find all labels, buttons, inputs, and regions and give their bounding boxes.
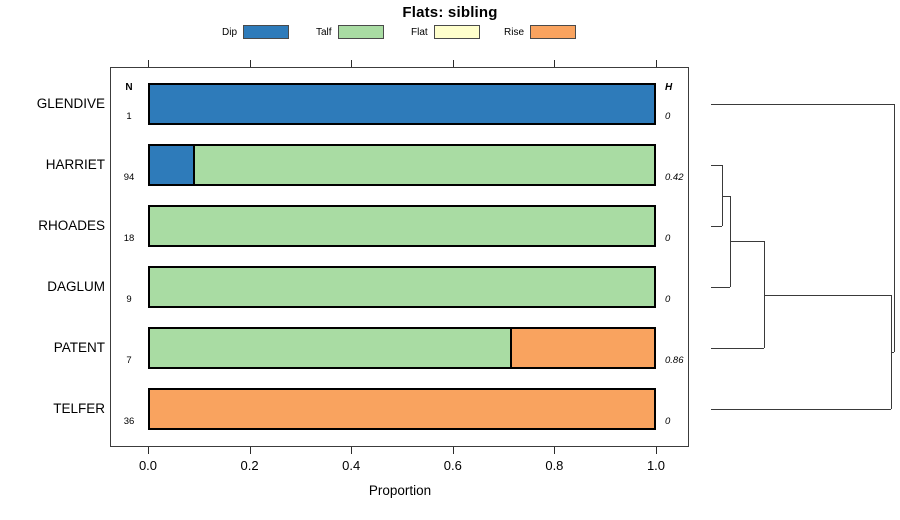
dendrogram-segment (711, 104, 894, 105)
row-h-value: 0.42 (665, 172, 684, 183)
x-tick-top (351, 60, 353, 67)
row-h-value: 0 (665, 416, 671, 427)
legend-item-dip: Dip (222, 25, 290, 39)
legend-label-dip: Dip (222, 26, 238, 38)
x-tick-bottom (249, 447, 251, 454)
row-n-value: 36 (123, 416, 135, 427)
dendrogram-segment (711, 287, 730, 288)
dendrogram-segment (722, 165, 723, 226)
bar-daglum (148, 266, 656, 308)
legend-item-rise: Rise (504, 25, 577, 39)
legend-swatch-rise (530, 25, 577, 39)
row-label-telfer: TELFER (53, 401, 105, 416)
plot-area-border (110, 67, 689, 447)
chart-title: Flats: sibling (402, 4, 498, 21)
row-n-value: 94 (123, 172, 135, 183)
bar-telfer (148, 388, 656, 430)
x-tick-bottom (452, 447, 454, 454)
x-tick-label: 0.4 (342, 458, 361, 473)
x-tick-label: 0.6 (443, 458, 462, 473)
x-tick-bottom (656, 447, 657, 454)
x-tick-top (554, 60, 556, 67)
legend-label-rise: Rise (504, 26, 525, 38)
legend-label-talf: Talf (316, 26, 332, 38)
row-n-value: 18 (123, 233, 135, 244)
column-header-h: H (665, 82, 673, 93)
dendrogram-segment (722, 196, 730, 197)
bar-rhoades (148, 205, 656, 247)
bar-segment-dip (150, 146, 193, 184)
dendrogram-segment (891, 352, 894, 353)
bar-segment-talf (150, 207, 654, 245)
bar-segment-rise (150, 390, 654, 428)
dendrogram-segment (764, 295, 891, 296)
x-axis-title: Proportion (368, 483, 432, 498)
x-tick-bottom (351, 447, 353, 454)
bar-patent (148, 327, 656, 369)
dendrogram-segment (730, 241, 764, 242)
bar-segment-rise (509, 329, 654, 367)
row-h-value: 0 (665, 111, 671, 122)
legend-item-flat: Flat (411, 25, 480, 39)
legend-item-talf: Talf (316, 25, 384, 39)
x-tick-top (452, 60, 454, 67)
legend-swatch-talf (337, 25, 384, 39)
x-tick-label: 0.8 (545, 458, 564, 473)
bar-segment-talf (150, 329, 510, 367)
x-tick-bottom (554, 447, 556, 454)
bar-harriet (148, 144, 656, 186)
column-header-n: N (125, 82, 133, 93)
row-n-value: 9 (126, 294, 132, 305)
row-label-harriet: HARRIET (45, 157, 105, 172)
bar-glendive (148, 83, 656, 125)
bar-segment-dip (150, 85, 654, 123)
dendrogram-segment (711, 226, 722, 227)
row-label-daglum: DAGLUM (47, 279, 105, 294)
row-h-value: 0 (665, 294, 671, 305)
row-label-rhoades: RHOADES (38, 218, 105, 233)
row-label-patent: PATENT (53, 340, 105, 355)
legend-swatch-dip (243, 25, 290, 39)
bar-segment-talf (150, 268, 654, 306)
dendrogram-segment (894, 104, 895, 352)
row-h-value: 0 (665, 233, 671, 244)
x-tick-label: 0.2 (240, 458, 259, 473)
dendrogram-segment (711, 165, 722, 166)
legend-label-flat: Flat (411, 26, 428, 38)
x-tick-top (148, 60, 149, 67)
x-tick-bottom (148, 447, 149, 454)
dendrogram-segment (711, 348, 764, 349)
bar-segment-talf (192, 146, 654, 184)
row-n-value: 7 (126, 355, 132, 366)
row-label-glendive: GLENDIVE (36, 96, 105, 111)
dendrogram-segment (764, 241, 765, 348)
row-n-value: 1 (126, 111, 132, 122)
x-tick-top (656, 60, 657, 67)
x-tick-top (249, 60, 251, 67)
dendrogram-segment (711, 409, 891, 410)
x-tick-label: 1.0 (646, 458, 666, 473)
x-tick-label: 0.0 (138, 458, 158, 473)
legend-swatch-flat (433, 25, 480, 39)
row-h-value: 0.86 (665, 355, 684, 366)
